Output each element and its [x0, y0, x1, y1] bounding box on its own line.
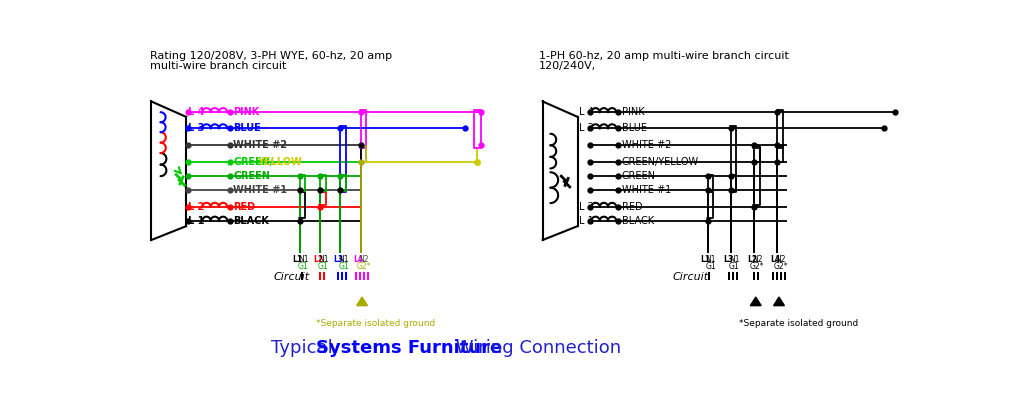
Text: *Separate isolated ground: *Separate isolated ground	[316, 319, 435, 328]
Text: N1: N1	[318, 256, 329, 265]
Text: L4: L4	[770, 256, 780, 265]
Text: RED: RED	[622, 202, 642, 212]
Text: L 4: L 4	[579, 107, 594, 117]
Text: YELLOW: YELLOW	[257, 157, 301, 167]
Text: RED: RED	[233, 202, 256, 212]
Text: N2: N2	[752, 256, 763, 265]
Text: Circuit: Circuit	[273, 272, 310, 282]
Text: BLUE: BLUE	[622, 124, 647, 133]
Text: IIII: IIII	[771, 272, 787, 282]
Text: L2: L2	[312, 256, 323, 265]
Text: 1-PH 60-hz, 20 amp multi-wire branch circuit: 1-PH 60-hz, 20 amp multi-wire branch cir…	[539, 51, 788, 61]
Polygon shape	[773, 297, 784, 306]
Text: G2*: G2*	[750, 262, 765, 271]
Text: WHITE #1: WHITE #1	[233, 185, 288, 195]
Text: BLACK: BLACK	[233, 216, 269, 226]
Text: L2: L2	[746, 256, 757, 265]
Text: WHITE #2: WHITE #2	[622, 140, 671, 151]
Text: 120/240V,: 120/240V,	[539, 61, 596, 71]
Text: GREEN/YELLOW: GREEN/YELLOW	[622, 157, 698, 167]
Text: WHITE #2: WHITE #2	[233, 140, 288, 151]
Text: L1: L1	[293, 256, 303, 265]
Text: I: I	[300, 272, 303, 282]
Text: G1: G1	[318, 262, 329, 271]
Text: *Separate isolated ground: *Separate isolated ground	[738, 319, 858, 328]
Text: IIII: IIII	[354, 272, 370, 282]
Text: I: I	[708, 272, 712, 282]
Text: GREEN/: GREEN/	[233, 157, 273, 167]
Text: L 1: L 1	[579, 216, 594, 226]
Text: L1: L1	[700, 256, 711, 265]
Polygon shape	[356, 297, 368, 306]
Text: N1: N1	[298, 256, 308, 265]
Text: G1: G1	[338, 262, 349, 271]
Text: Typical: Typical	[271, 339, 339, 357]
Text: L 4: L 4	[187, 107, 204, 117]
Text: Rating 120/208V, 3-PH WYE, 60-hz, 20 amp: Rating 120/208V, 3-PH WYE, 60-hz, 20 amp	[150, 51, 392, 61]
Text: L 2: L 2	[187, 202, 204, 212]
Text: N1: N1	[729, 256, 739, 265]
Text: L 2: L 2	[579, 202, 594, 212]
Text: G2*: G2*	[773, 262, 787, 271]
Text: L3: L3	[724, 256, 733, 265]
Text: G1: G1	[706, 262, 716, 271]
Text: N1: N1	[706, 256, 716, 265]
Text: L 3: L 3	[579, 124, 594, 133]
Text: Circuit: Circuit	[672, 272, 709, 282]
Text: PINK: PINK	[233, 107, 260, 117]
Text: III: III	[726, 272, 738, 282]
Text: L 3: L 3	[187, 124, 204, 133]
Text: L 1: L 1	[187, 216, 204, 226]
Text: L4: L4	[353, 256, 364, 265]
Text: Wiring Connection: Wiring Connection	[450, 339, 621, 357]
Text: GREEN: GREEN	[622, 171, 655, 181]
Text: N2: N2	[775, 256, 785, 265]
Text: G2*: G2*	[356, 262, 371, 271]
Text: G1: G1	[729, 262, 739, 271]
Text: multi-wire branch circuit: multi-wire branch circuit	[150, 61, 286, 71]
Text: II: II	[317, 272, 326, 282]
Text: Systems Furniture: Systems Furniture	[315, 339, 502, 357]
Polygon shape	[751, 297, 761, 306]
Text: II: II	[752, 272, 760, 282]
Text: L3: L3	[333, 256, 343, 265]
Text: GREEN: GREEN	[233, 171, 270, 181]
Text: BLUE: BLUE	[233, 124, 261, 133]
Text: III: III	[336, 272, 348, 282]
Text: BLACK: BLACK	[622, 216, 653, 226]
Text: WHITE #1: WHITE #1	[622, 185, 671, 195]
Text: N1: N1	[338, 256, 349, 265]
Text: PINK: PINK	[622, 107, 644, 117]
Text: G1: G1	[298, 262, 308, 271]
Text: N2: N2	[358, 256, 369, 265]
